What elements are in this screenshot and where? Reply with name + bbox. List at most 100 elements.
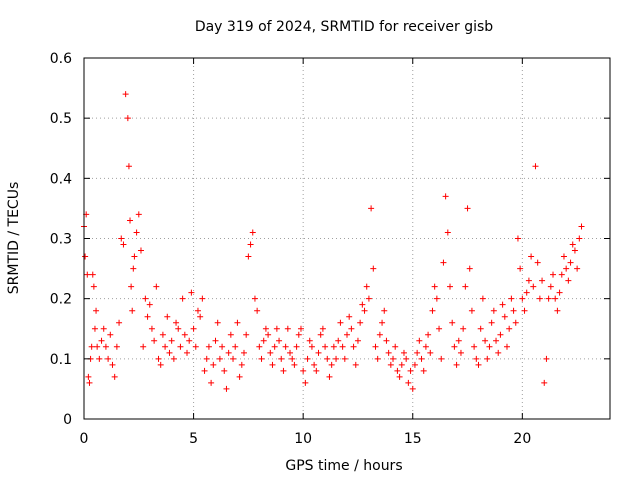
data-point xyxy=(151,337,158,344)
data-point xyxy=(192,343,199,350)
data-point xyxy=(230,355,237,362)
data-point xyxy=(269,361,276,368)
data-point xyxy=(91,325,98,332)
data-point xyxy=(197,313,204,320)
x-tick-label: 10 xyxy=(294,431,312,447)
data-point xyxy=(168,337,175,344)
data-point xyxy=(179,295,186,302)
data-point xyxy=(302,379,309,386)
y-tick-label: 0.6 xyxy=(50,51,72,67)
data-point xyxy=(497,331,504,338)
data-point xyxy=(177,343,184,350)
data-point xyxy=(383,337,390,344)
data-point xyxy=(385,349,392,356)
data-point xyxy=(111,373,118,380)
data-point xyxy=(232,343,239,350)
data-point xyxy=(89,271,96,278)
data-point xyxy=(113,343,120,350)
data-point xyxy=(344,331,350,338)
data-point xyxy=(120,241,127,248)
data-point xyxy=(214,319,221,326)
data-point xyxy=(181,331,188,338)
data-point xyxy=(251,295,258,302)
data-point xyxy=(503,343,510,350)
data-point xyxy=(324,355,331,362)
data-point xyxy=(267,349,274,356)
data-point xyxy=(403,355,410,362)
data-point xyxy=(313,367,320,374)
data-point xyxy=(326,373,333,380)
data-point xyxy=(359,301,366,308)
y-tick-label: 0.1 xyxy=(50,352,72,368)
data-point xyxy=(534,259,541,266)
data-point xyxy=(556,289,563,296)
data-point xyxy=(208,379,215,386)
data-point xyxy=(532,163,539,170)
data-point xyxy=(387,361,394,368)
data-point xyxy=(508,295,515,302)
data-point xyxy=(464,205,471,212)
data-point xyxy=(390,355,397,362)
data-point xyxy=(142,295,149,302)
data-point xyxy=(127,217,134,224)
data-point xyxy=(205,343,212,350)
data-point xyxy=(444,229,451,236)
data-point xyxy=(545,295,552,302)
data-point xyxy=(396,373,403,380)
data-point xyxy=(514,235,521,242)
data-point xyxy=(488,319,495,326)
data-point xyxy=(517,265,524,272)
data-point xyxy=(569,241,576,248)
data-point xyxy=(501,313,508,320)
data-point xyxy=(490,307,497,314)
data-point xyxy=(543,355,550,362)
data-point xyxy=(567,259,574,266)
data-point xyxy=(455,337,462,344)
data-point xyxy=(245,253,252,260)
data-point xyxy=(210,361,217,368)
data-point xyxy=(225,349,232,356)
data-point xyxy=(164,313,171,320)
data-point xyxy=(173,319,180,326)
data-point xyxy=(541,379,548,386)
data-point xyxy=(550,271,557,278)
data-point xyxy=(94,343,101,350)
data-point xyxy=(486,343,493,350)
data-point xyxy=(361,307,368,314)
data-point xyxy=(560,253,567,260)
data-point xyxy=(438,355,445,362)
data-point xyxy=(162,343,169,350)
data-point xyxy=(280,367,287,374)
data-point xyxy=(260,337,267,344)
y-axis-label: SRMTID / TECUs xyxy=(6,182,22,295)
data-point xyxy=(166,349,173,356)
data-point xyxy=(291,361,298,368)
data-point xyxy=(144,313,151,320)
data-point xyxy=(521,307,528,314)
data-point xyxy=(133,229,140,236)
data-point xyxy=(392,343,399,350)
data-point xyxy=(479,295,486,302)
data-point xyxy=(297,325,304,332)
data-point xyxy=(576,235,583,242)
data-point xyxy=(278,355,285,362)
data-point xyxy=(350,343,357,350)
data-point xyxy=(578,223,585,230)
data-point xyxy=(159,331,166,338)
data-point xyxy=(258,355,265,362)
data-point xyxy=(128,283,135,290)
data-point xyxy=(525,277,532,284)
data-point xyxy=(484,355,491,362)
data-point xyxy=(368,205,375,212)
data-point xyxy=(335,337,342,344)
data-point xyxy=(440,259,447,266)
data-point xyxy=(400,349,407,356)
data-point xyxy=(352,361,359,368)
data-point xyxy=(175,325,182,332)
data-point xyxy=(216,355,223,362)
data-point xyxy=(554,307,561,314)
data-point xyxy=(523,289,530,296)
data-point xyxy=(354,337,361,344)
data-point xyxy=(433,295,440,302)
data-point xyxy=(289,355,296,362)
